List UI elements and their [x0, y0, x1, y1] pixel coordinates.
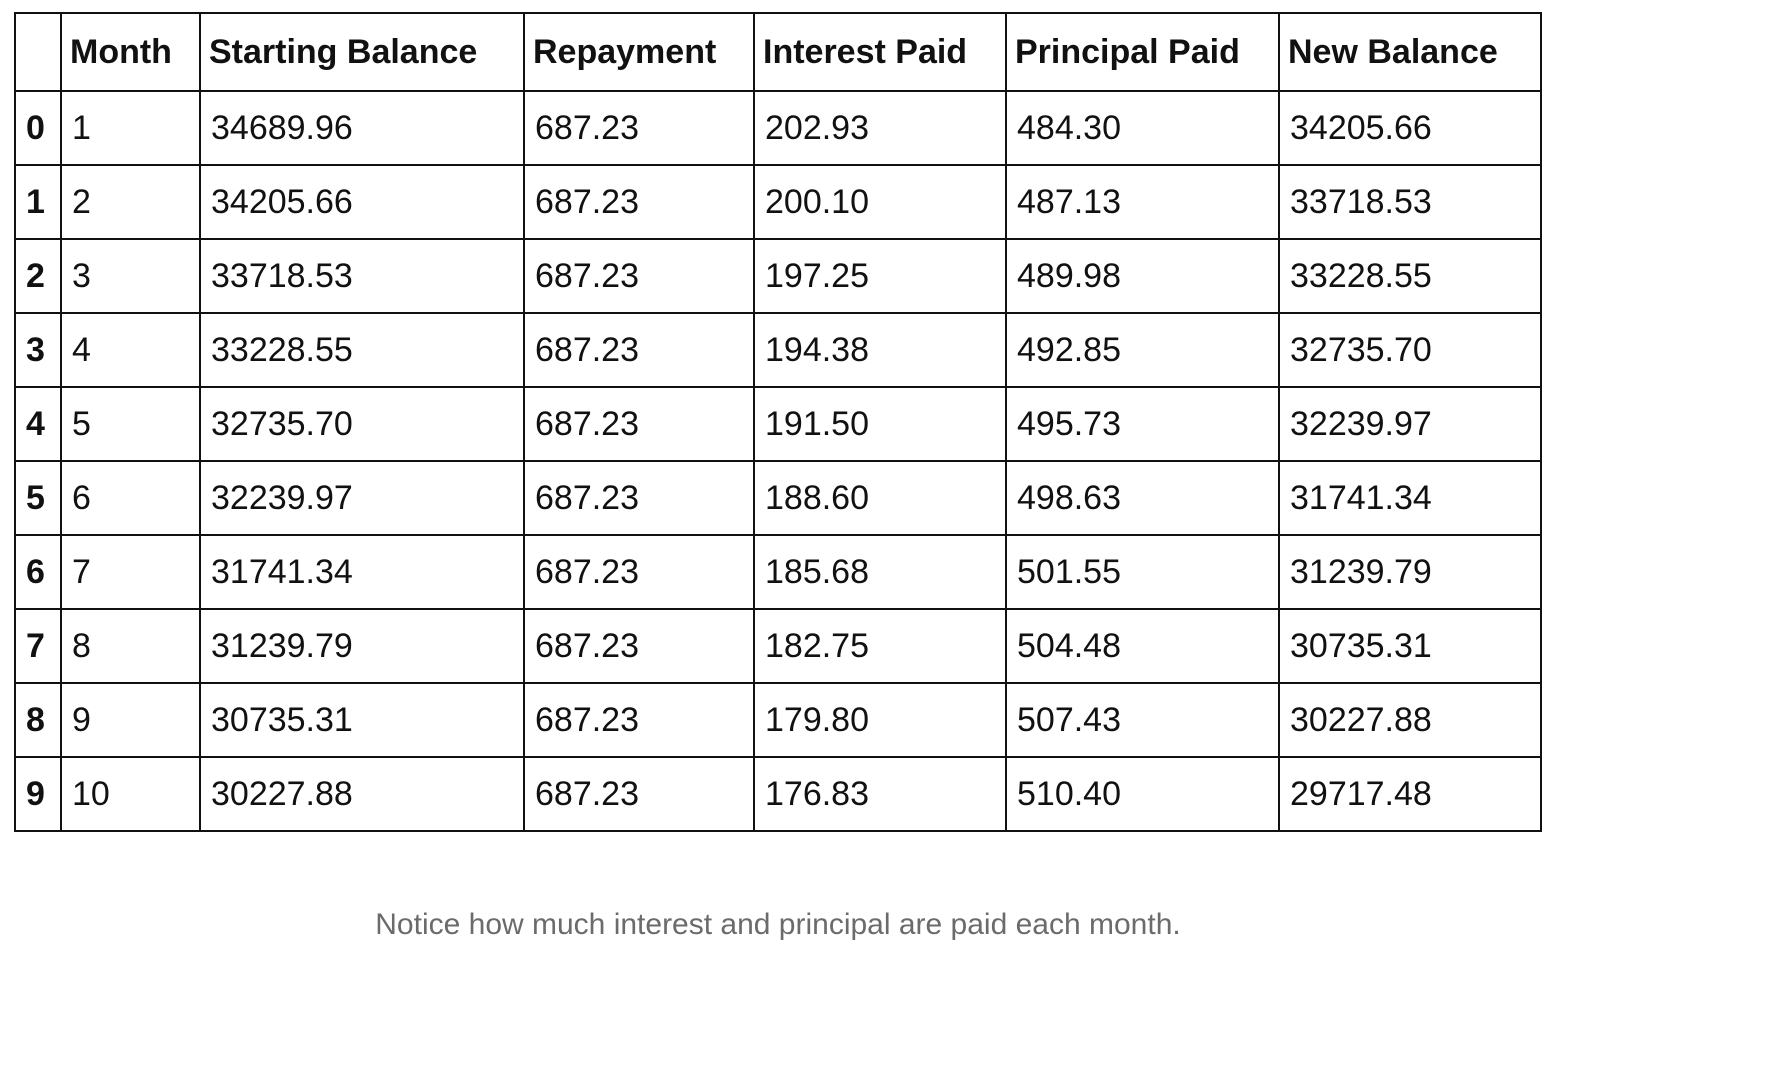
- table-row: 4 5 32735.70 687.23 191.50 495.73 32239.97: [14, 386, 1542, 462]
- cell-interest-paid: 202.93: [753, 90, 1007, 166]
- cell-month: 6: [60, 460, 201, 536]
- cell-new-balance: 30227.88: [1278, 682, 1542, 758]
- cell-month: 5: [60, 386, 201, 462]
- cell-starting-balance: 31239.79: [199, 608, 525, 684]
- row-index: 2: [14, 238, 62, 314]
- cell-principal-paid: 498.63: [1005, 460, 1280, 536]
- cell-starting-balance: 33228.55: [199, 312, 525, 388]
- cell-interest-paid: 188.60: [753, 460, 1007, 536]
- cell-starting-balance: 33718.53: [199, 238, 525, 314]
- cell-repayment: 687.23: [523, 682, 755, 758]
- cell-interest-paid: 197.25: [753, 238, 1007, 314]
- header-principal-paid: Principal Paid: [1005, 12, 1280, 92]
- cell-interest-paid: 191.50: [753, 386, 1007, 462]
- cell-repayment: 687.23: [523, 608, 755, 684]
- cell-new-balance: 33228.55: [1278, 238, 1542, 314]
- cell-repayment: 687.23: [523, 386, 755, 462]
- cell-new-balance: 29717.48: [1278, 756, 1542, 832]
- cell-month: 7: [60, 534, 201, 610]
- cell-starting-balance: 34689.96: [199, 90, 525, 166]
- table-row: 6 7 31741.34 687.23 185.68 501.55 31239.79: [14, 534, 1542, 610]
- cell-principal-paid: 489.98: [1005, 238, 1280, 314]
- header-starting-balance: Starting Balance: [199, 12, 525, 92]
- cell-principal-paid: 504.48: [1005, 608, 1280, 684]
- table-row: 0 1 34689.96 687.23 202.93 484.30 34205.66: [14, 90, 1542, 166]
- cell-principal-paid: 501.55: [1005, 534, 1280, 610]
- table-row: 5 6 32239.97 687.23 188.60 498.63 31741.34: [14, 460, 1542, 536]
- cell-repayment: 687.23: [523, 756, 755, 832]
- row-index: 9: [14, 756, 62, 832]
- cell-month: 8: [60, 608, 201, 684]
- cell-repayment: 687.23: [523, 460, 755, 536]
- cell-interest-paid: 200.10: [753, 164, 1007, 240]
- cell-starting-balance: 30735.31: [199, 682, 525, 758]
- cell-starting-balance: 32239.97: [199, 460, 525, 536]
- cell-new-balance: 32735.70: [1278, 312, 1542, 388]
- cell-new-balance: 30735.31: [1278, 608, 1542, 684]
- cell-repayment: 687.23: [523, 238, 755, 314]
- table-body: 0 1 34689.96 687.23 202.93 484.30 34205.66 1 2 34…: [14, 90, 1542, 832]
- cell-month: 2: [60, 164, 201, 240]
- cell-new-balance: 31741.34: [1278, 460, 1542, 536]
- row-index: 0: [14, 90, 62, 166]
- loan-amortization-table: Month Starting Balance Repayment Interest P…: [14, 12, 1542, 832]
- cell-interest-paid: 179.80: [753, 682, 1007, 758]
- cell-starting-balance: 31741.34: [199, 534, 525, 610]
- row-index: 7: [14, 608, 62, 684]
- table-row: 2 3 33718.53 687.23 197.25 489.98 33228.55: [14, 238, 1542, 314]
- cell-month: 9: [60, 682, 201, 758]
- cell-month: 3: [60, 238, 201, 314]
- header-repayment: Repayment: [523, 12, 755, 92]
- table-row: 3 4 33228.55 687.23 194.38 492.85 32735.70: [14, 312, 1542, 388]
- header-interest-paid: Interest Paid: [753, 12, 1007, 92]
- cell-new-balance: 32239.97: [1278, 386, 1542, 462]
- cell-principal-paid: 510.40: [1005, 756, 1280, 832]
- table-row: 7 8 31239.79 687.23 182.75 504.48 30735.31: [14, 608, 1542, 684]
- cell-interest-paid: 194.38: [753, 312, 1007, 388]
- cell-repayment: 687.23: [523, 534, 755, 610]
- cell-principal-paid: 492.85: [1005, 312, 1280, 388]
- cell-principal-paid: 484.30: [1005, 90, 1280, 166]
- table-caption: Notice how much interest and principal a…: [375, 908, 1181, 941]
- row-index: 5: [14, 460, 62, 536]
- header-index: [14, 12, 62, 92]
- cell-new-balance: 34205.66: [1278, 90, 1542, 166]
- header-month: Month: [60, 12, 201, 92]
- cell-new-balance: 31239.79: [1278, 534, 1542, 610]
- row-index: 3: [14, 312, 62, 388]
- cell-new-balance: 33718.53: [1278, 164, 1542, 240]
- table-header-row: Month Starting Balance Repayment Interest P…: [14, 12, 1542, 92]
- cell-principal-paid: 487.13: [1005, 164, 1280, 240]
- cell-starting-balance: 30227.88: [199, 756, 525, 832]
- cell-repayment: 687.23: [523, 164, 755, 240]
- cell-repayment: 687.23: [523, 90, 755, 166]
- cell-starting-balance: 34205.66: [199, 164, 525, 240]
- cell-interest-paid: 185.68: [753, 534, 1007, 610]
- cell-principal-paid: 507.43: [1005, 682, 1280, 758]
- cell-repayment: 687.23: [523, 312, 755, 388]
- cell-interest-paid: 182.75: [753, 608, 1007, 684]
- row-index: 4: [14, 386, 62, 462]
- table-row: 9 10 30227.88 687.23 176.83 510.40 29717.48: [14, 756, 1542, 832]
- table-row: 8 9 30735.31 687.23 179.80 507.43 30227.88: [14, 682, 1542, 758]
- header-new-balance: New Balance: [1278, 12, 1542, 92]
- cell-month: 4: [60, 312, 201, 388]
- cell-principal-paid: 495.73: [1005, 386, 1280, 462]
- row-index: 6: [14, 534, 62, 610]
- cell-month: 1: [60, 90, 201, 166]
- cell-interest-paid: 176.83: [753, 756, 1007, 832]
- loan-amortization-table-container: Month Starting Balance Repayment Interest P…: [14, 12, 1542, 832]
- cell-starting-balance: 32735.70: [199, 386, 525, 462]
- row-index: 1: [14, 164, 62, 240]
- cell-month: 10: [60, 756, 201, 832]
- row-index: 8: [14, 682, 62, 758]
- table-row: 1 2 34205.66 687.23 200.10 487.13 33718.53: [14, 164, 1542, 240]
